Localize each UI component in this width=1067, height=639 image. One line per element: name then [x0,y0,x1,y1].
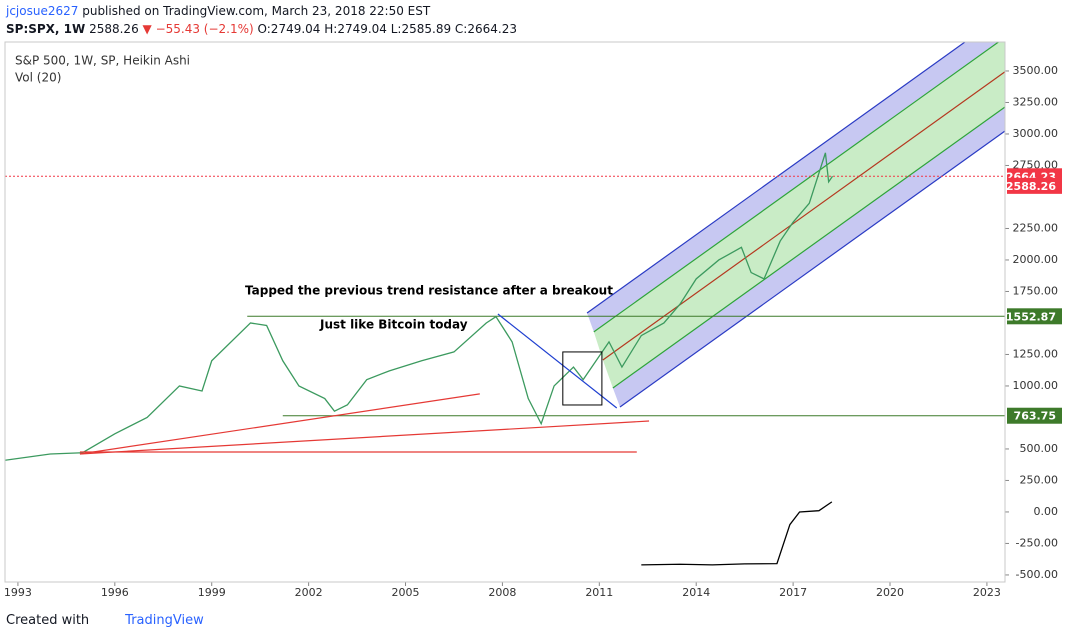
price-label: 763.75 [1014,410,1056,423]
ohlc: O:2749.04 H:2749.04 L:2585.89 C:2664.23 [257,22,517,36]
channel-fill [587,42,999,332]
channel-line [586,42,966,314]
x-tick-label: 1996 [101,586,129,599]
y-tick-label: 1250.00 [1013,347,1059,360]
channel-line [619,130,1005,408]
created-with: Created with [6,613,90,628]
channel-fill [593,42,1005,361]
x-tick-label: 2020 [876,586,904,599]
y-tick-label: -250.00 [1016,536,1058,549]
y-tick-label: 3250.00 [1013,95,1059,108]
y-tick-label: -500.00 [1016,568,1058,581]
price-label: 2588.26 [1006,180,1056,193]
plot-area [5,42,1005,566]
trend-line [79,420,650,455]
chart: 3500.00 3250.00 3000.00 2750.00 2250.00 2000.… [4,41,1062,599]
channel-fill [612,107,1005,407]
x-tick-label: 2017 [779,586,807,599]
x-tick-label: 1999 [198,586,226,599]
x-tick-label: 2002 [295,586,323,599]
y-tick-label: 3500.00 [1013,64,1059,77]
price-label-box [1007,407,1062,424]
x-tick-label: 2011 [585,586,613,599]
price-label: 1552.87 [1006,310,1056,323]
x-tick-label: 2023 [973,586,1001,599]
trend-line [497,313,618,409]
published: published on TradingView.com, March 23, … [82,4,431,18]
y-tick-label: 2250.00 [1013,221,1059,234]
box [562,351,603,406]
y-tick-label: 250.00 [1020,473,1059,486]
symbol: SP:SPX, 1W [6,22,86,36]
header-line: jcjosue2627 published on TradingView.com… [6,2,517,20]
price-label-box [1007,308,1062,325]
brand[interactable]: TradingView [125,613,204,628]
header: jcjosue2627 published on TradingView.com… [6,2,517,38]
annotation: Just like Bitcoin today [319,318,468,332]
channel-line [602,71,1005,361]
y-tick-label: 2750.00 [1013,158,1059,171]
header-line: SP:SPX, 1W 2588.26 ▼ −55.43 (−2.1%) O:27… [6,20,517,38]
y-tick-label: 500.00 [1020,442,1059,455]
series-line [5,152,834,461]
x-tick-label: 2014 [682,586,710,599]
price-label-box [1007,177,1062,194]
channel-fill [602,71,1005,388]
x-tick-label: 2008 [488,586,516,599]
volume-title: Vol (20) [15,71,61,85]
series-title: S&P 500, 1W, SP, Heikin Ashi [15,54,190,68]
x-tick-label: 2005 [392,586,420,599]
trend-line [79,393,480,455]
channel-line [612,106,1005,389]
x-tick-label: 1993 [4,586,32,599]
y-tick-label: 2000.00 [1013,253,1059,266]
overlay: 3500.00 3250.00 3000.00 2750.00 2250.00 2000.… [4,64,1062,599]
plot-frame [4,41,1006,583]
last-price: 2588.26 [89,22,139,36]
y-tick-label: 1000.00 [1013,379,1059,392]
y-tick-label: 3000.00 [1013,127,1059,140]
footer: Created with TradingView [6,613,204,628]
change: ▼ −55.43 (−2.1%) [142,22,254,36]
annotation: Tapped the previous trend resistance aft… [245,284,613,298]
y-tick-label: 1750.00 [1013,284,1059,297]
series-line [641,501,833,566]
y-tick-label: 0.00 [1034,505,1059,518]
author[interactable]: jcjosue2627 [6,4,79,18]
channel-line [593,42,1000,333]
